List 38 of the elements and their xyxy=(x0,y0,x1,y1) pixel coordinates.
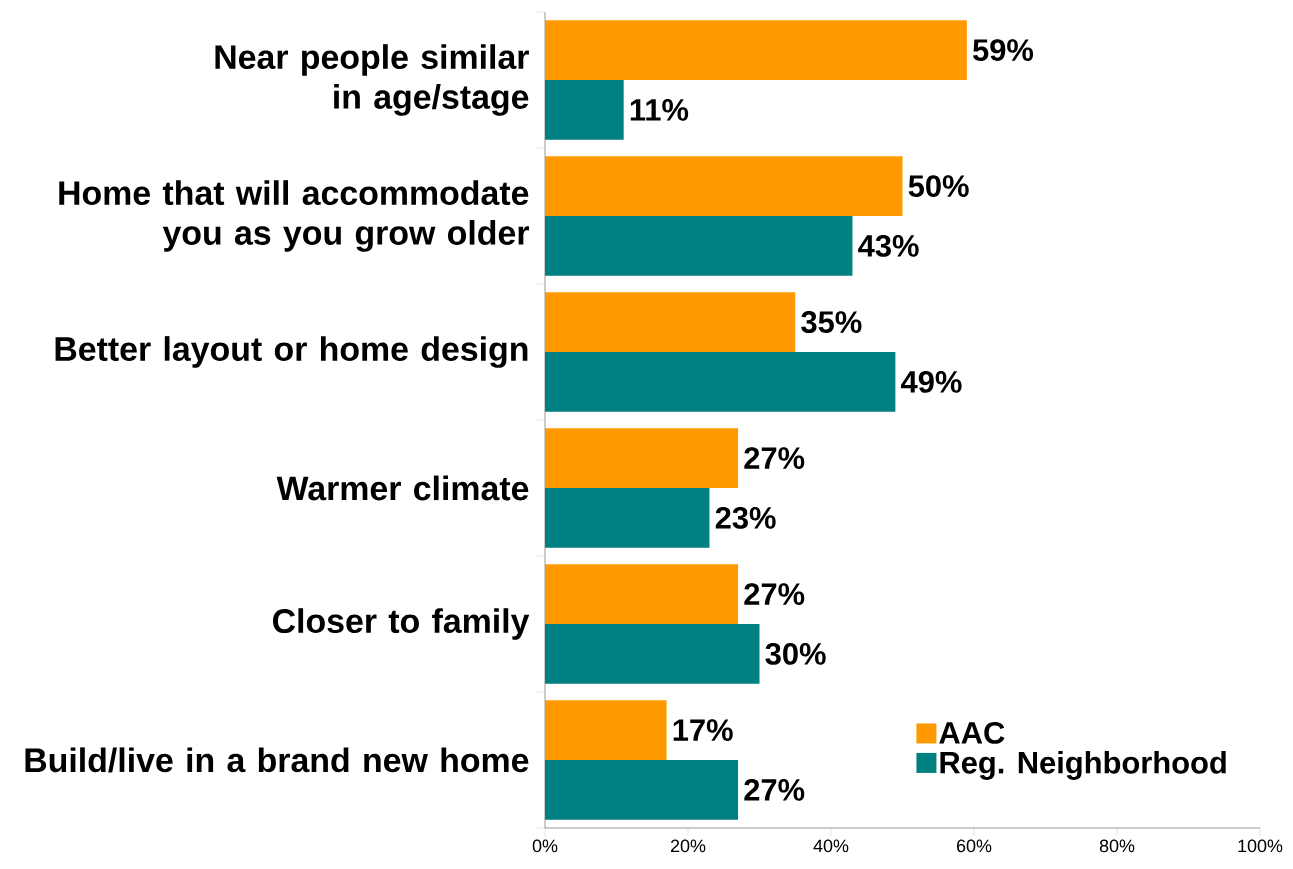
x-tick-label: 0% xyxy=(532,839,558,853)
data-label: 50% xyxy=(908,175,969,197)
legend-label: AAC xyxy=(939,721,1005,744)
data-label: 27% xyxy=(744,447,805,469)
x-tick-label: 40% xyxy=(813,839,849,853)
data-label: 17% xyxy=(673,719,733,741)
bar xyxy=(545,700,667,760)
data-label: 11% xyxy=(630,99,689,121)
bar xyxy=(545,428,739,488)
bar xyxy=(545,156,903,216)
y-tick-label: Better layout or home design xyxy=(55,336,528,368)
y-tick-label: Closer to family xyxy=(273,608,530,640)
data-label: 43% xyxy=(858,234,919,257)
y-tick-label: Home that will accommodate you as you grow older xyxy=(59,180,529,252)
x-tick-label: 100% xyxy=(1238,839,1283,853)
bar xyxy=(545,215,853,276)
bar xyxy=(545,20,967,80)
x-tick-label: 20% xyxy=(670,839,706,853)
data-label: 27% xyxy=(744,583,805,605)
bar xyxy=(545,351,896,412)
bar xyxy=(545,564,739,624)
y-tick-label: Warmer climate xyxy=(276,475,529,501)
y-tick-label: Near people similar in age/stage xyxy=(215,44,529,116)
data-label: 27% xyxy=(744,779,805,801)
x-tick-label: 80% xyxy=(1099,839,1135,853)
legend-label: Reg. Neighborhood xyxy=(940,750,1226,780)
bar xyxy=(545,624,760,684)
data-label: 59% xyxy=(973,39,1034,61)
data-label: 23% xyxy=(715,506,776,529)
bar xyxy=(545,292,796,352)
bar xyxy=(545,760,739,820)
data-label: 30% xyxy=(765,642,826,665)
bar xyxy=(545,487,710,548)
data-label: 49% xyxy=(901,370,962,393)
x-tick-label: 60% xyxy=(956,839,992,853)
bar xyxy=(545,79,624,140)
y-tick-label: Build/live in a brand new home xyxy=(25,747,529,773)
data-label: 35% xyxy=(801,311,862,334)
